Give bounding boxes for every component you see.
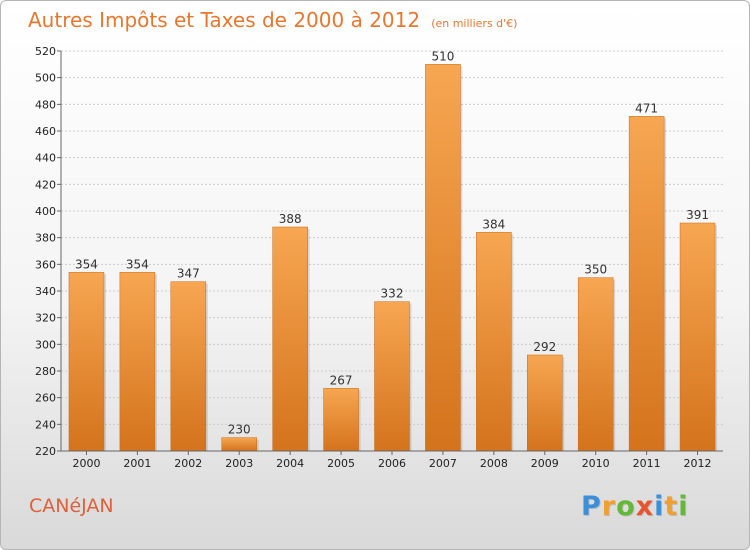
value-label: 354 <box>126 257 149 271</box>
y-tick-label: 220 <box>35 445 56 458</box>
logo-letter: r <box>601 491 617 522</box>
logo-letter: x <box>635 491 655 522</box>
logo-letter: t <box>664 491 679 522</box>
y-tick-label: 320 <box>35 312 56 325</box>
bar-2000 <box>68 272 105 452</box>
value-label: 388 <box>279 212 302 226</box>
value-label: 510 <box>431 49 454 63</box>
y-tick-label: 520 <box>35 45 56 58</box>
bar-2011 <box>628 116 665 452</box>
value-label: 267 <box>330 373 353 387</box>
y-tick-label: 260 <box>35 392 56 405</box>
place-name: CANéJAN <box>29 495 114 517</box>
x-tick-label: 2006 <box>378 457 406 470</box>
bar-layer: 354 354 347 230 388 267 332 510 384 292 350 471 391 <box>68 49 718 452</box>
logo-letter: i <box>678 491 689 522</box>
y-tick-label: 300 <box>35 338 56 351</box>
value-label: 384 <box>482 217 505 231</box>
bar-2006 <box>374 301 410 452</box>
chart-title-block: Autres Impôts et Taxes de 2000 à 2012 (e… <box>28 8 517 32</box>
value-label: 292 <box>533 340 556 354</box>
bar-2003 <box>221 437 257 452</box>
value-label: 350 <box>584 263 607 277</box>
y-tick-label: 500 <box>35 72 56 85</box>
x-tick-label: 2002 <box>174 457 202 470</box>
x-tick-label: 2011 <box>633 457 661 470</box>
value-label: 354 <box>75 257 98 271</box>
x-tick-label: 2003 <box>225 457 253 470</box>
y-tick-label: 340 <box>35 285 56 298</box>
bar-2001 <box>119 272 156 452</box>
bar-2002 <box>170 281 207 452</box>
bar-2009 <box>527 354 563 452</box>
bar-2010 <box>577 277 614 452</box>
bar-2005 <box>323 388 359 452</box>
y-tick-label: 400 <box>35 205 56 218</box>
bar-2004 <box>272 226 308 452</box>
value-label: 391 <box>686 208 709 222</box>
y-tick-label: 240 <box>35 418 56 431</box>
logo-letter: o <box>616 491 636 522</box>
bar-2012 <box>679 222 716 452</box>
bar-2007 <box>425 64 461 452</box>
x-tick-label: 2009 <box>531 457 559 470</box>
x-tick-label: 2010 <box>582 457 610 470</box>
x-tick-label: 2007 <box>429 457 457 470</box>
axis-layer: 220 240 260 280 300 320 340 360 380 400 420 440 460 4… <box>35 45 723 470</box>
value-label: 347 <box>177 267 200 281</box>
y-tick-label: 460 <box>35 125 56 138</box>
logo-letter: P <box>581 491 602 522</box>
y-tick-label: 380 <box>35 232 56 245</box>
y-tick-label: 280 <box>35 365 56 378</box>
y-tick-label: 440 <box>35 152 56 165</box>
value-label: 332 <box>381 287 404 301</box>
bar-2008 <box>476 232 512 452</box>
chart-title: Autres Impôts et Taxes de 2000 à 2012 <box>28 8 421 32</box>
proxiti-logo: Proxiti <box>581 491 689 522</box>
y-tick-label: 360 <box>35 258 56 271</box>
y-tick-label: 420 <box>35 178 56 191</box>
x-tick-label: 2000 <box>72 457 100 470</box>
x-tick-label: 2004 <box>276 457 304 470</box>
y-tick-label: 480 <box>35 98 56 111</box>
x-tick-label: 2012 <box>684 457 712 470</box>
value-label: 471 <box>635 101 658 115</box>
x-tick-label: 2001 <box>123 457 151 470</box>
value-label: 230 <box>228 423 251 437</box>
logo-letter: i <box>654 491 665 522</box>
chart-subtitle: (en milliers d'€) <box>431 17 518 30</box>
x-tick-label: 2005 <box>327 457 355 470</box>
x-tick-label: 2008 <box>480 457 508 470</box>
